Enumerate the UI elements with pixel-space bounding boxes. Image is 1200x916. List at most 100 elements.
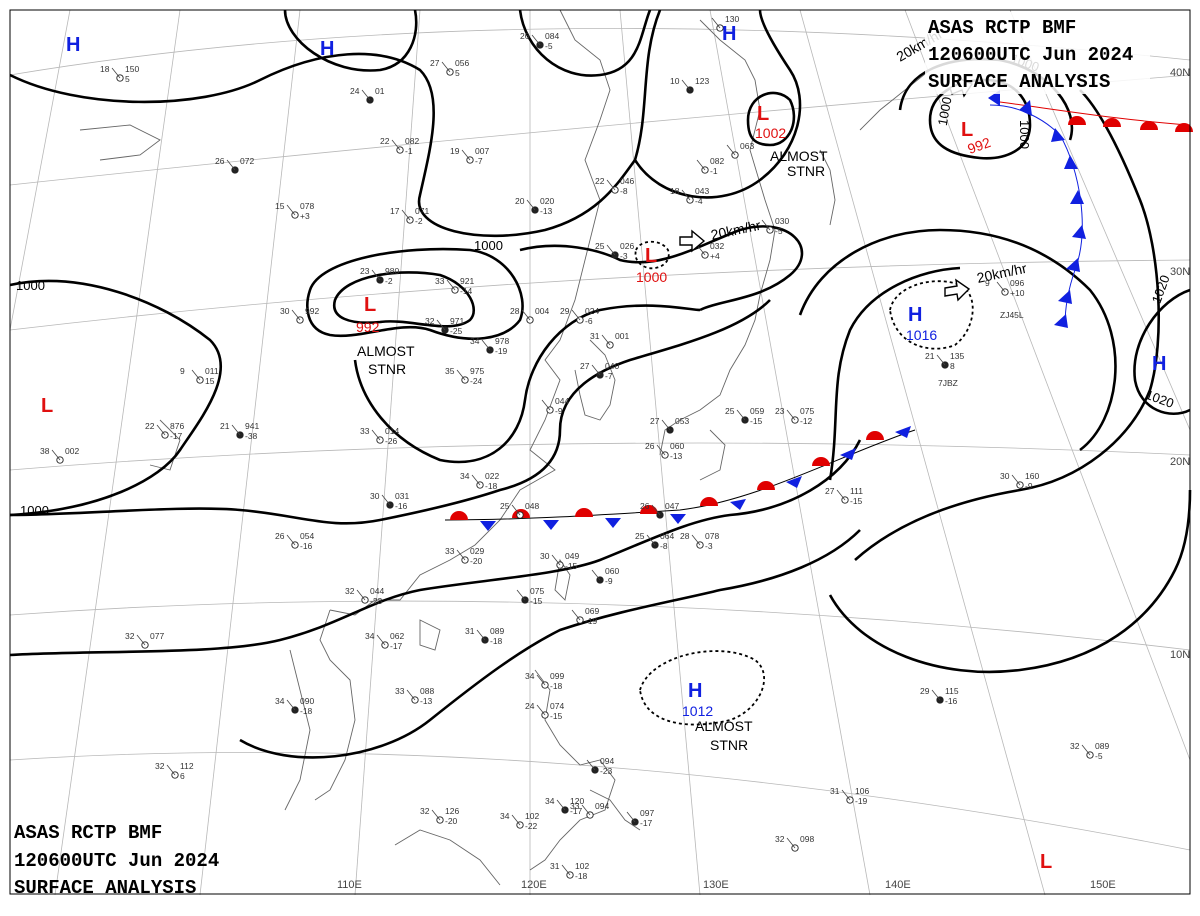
station-plot: 26 060-13 [645,441,684,461]
station-pressure: 020 [540,196,554,206]
station-plot: 34 102-22 [500,811,539,831]
motion-arrow-icon [944,278,971,302]
station-plot: 19 007-7 [450,146,489,166]
station-temperature: 22 [595,176,605,186]
station-pressure: 160 [1025,471,1039,481]
wind-barb-icon [516,589,526,601]
station-pressure: 014 [385,426,399,436]
station-pressure: 971 [450,316,464,326]
station-temperature: 27 [650,416,660,426]
station-temperature: 32 [345,586,355,596]
station-pressure: 978 [495,336,509,346]
station-plot: 15 078+3 [275,201,314,221]
station-pressure: 992 [305,306,319,316]
station-pressure: 075 [530,586,544,596]
low-center-symbol: L [1040,851,1052,873]
station-pressure: 046 [620,176,634,186]
wind-barb-icon [606,179,616,191]
station-pressure: 112 [180,761,194,771]
station-plot: 23 980-2 [360,266,399,286]
high-center-pressure: 1012 [682,703,713,719]
station-plot: 29 115-16 [920,686,959,706]
wind-barb-icon [996,281,1006,293]
station-plot: 23 075-12 [775,406,814,426]
station-plot: 30 031-16 [370,491,409,511]
wind-barb-icon [661,419,671,431]
station-temperature: 19 [450,146,460,156]
station-tendency: -4 [695,196,703,206]
station-plot: 27 053 [650,416,689,434]
wind-barb-icon [656,444,666,456]
wind-barb-icon [841,789,851,801]
wind-barb-icon [476,629,486,641]
station-tendency: -1 [405,146,413,156]
station-plot: 34 062-17 [365,631,404,651]
wind-barb-icon [786,409,796,421]
station-temperature: 25 [500,501,510,511]
station-plot: 32 098 [775,834,814,852]
station-pressure: 111 [850,486,863,496]
wind-barb-icon [441,61,451,73]
station-pressure: 082 [405,136,419,146]
station-temperature: 26 [520,31,530,41]
station-plot: 32 077 [125,631,164,649]
station-pressure: 130 [725,14,739,24]
station-tendency: -26 [385,436,398,446]
wind-barb-icon [696,244,706,256]
low-center-symbol: L [645,245,657,267]
station-temperature: 29 [560,306,570,316]
station-pressure: 072 [240,156,254,166]
station-plot: 27 040-7 [580,361,619,381]
low-center-symbol: L [364,294,376,316]
wind-barb-icon [761,219,771,231]
almost-stnr-label: STNR [368,361,406,377]
wind-barb-icon [431,809,441,821]
station-plot: 34 978-19 [470,336,509,356]
station-tendency: -9 [605,576,613,586]
station-plot: 130 [711,14,739,32]
station-temperature: 38 [40,446,50,456]
wind-barb-icon [461,149,471,161]
station-tendency: -3 [620,251,628,261]
station-pressure: 024 [585,306,599,316]
wind-barb-icon [286,534,296,546]
station-plot: 094-23 [586,756,614,776]
station-temperature: 22 [145,421,155,431]
lon-label-140e: 140E [885,879,911,891]
station-plot: 17 071-2 [390,206,429,226]
station-temperature: 15 [275,201,285,211]
low-center-pressure: 1000 [636,269,667,285]
station-temperature: 31 [550,861,560,871]
station-pressure: 040 [605,361,619,371]
wind-barb-icon [571,609,581,621]
station-temperature: 10 [670,76,680,86]
wind-barb-icon [601,334,611,346]
station-plot: 075-15 [516,586,544,606]
station-plot: 26 084-5 [520,31,559,51]
station-plot: 29 024-6 [560,306,599,326]
station-temperature: 27 [580,361,590,371]
wind-barb-icon [551,554,561,566]
station-pressure: 059 [750,406,764,416]
station-temperature: 34 [545,796,555,806]
station-pressure: 071 [415,206,429,216]
station-plot: 33 088-13 [395,686,434,706]
station-plot: 063 [726,141,754,159]
station-temperature: 34 [365,631,375,641]
station-pressure: 094 [595,801,609,811]
station-temperature: 23 [775,406,785,416]
station-temperature: 33 [360,426,370,436]
station-plot: 32 044-23 [345,586,384,606]
high-center-symbol: H [66,34,80,56]
lon-label-130e: 130E [703,879,729,891]
station-tendency: -17 [170,431,183,441]
station-pressure: 026 [620,241,634,251]
station-pressure: 031 [395,491,409,501]
wind-barb-icon [836,489,846,501]
wind-barb-icon [481,339,491,351]
lon-label-110e: 110E [337,879,362,891]
high-center-symbol: H [688,680,702,702]
almost-stnr-label: STNR [710,737,748,753]
wind-barb-icon [711,17,721,29]
station-plot: 20 020-13 [515,196,554,216]
